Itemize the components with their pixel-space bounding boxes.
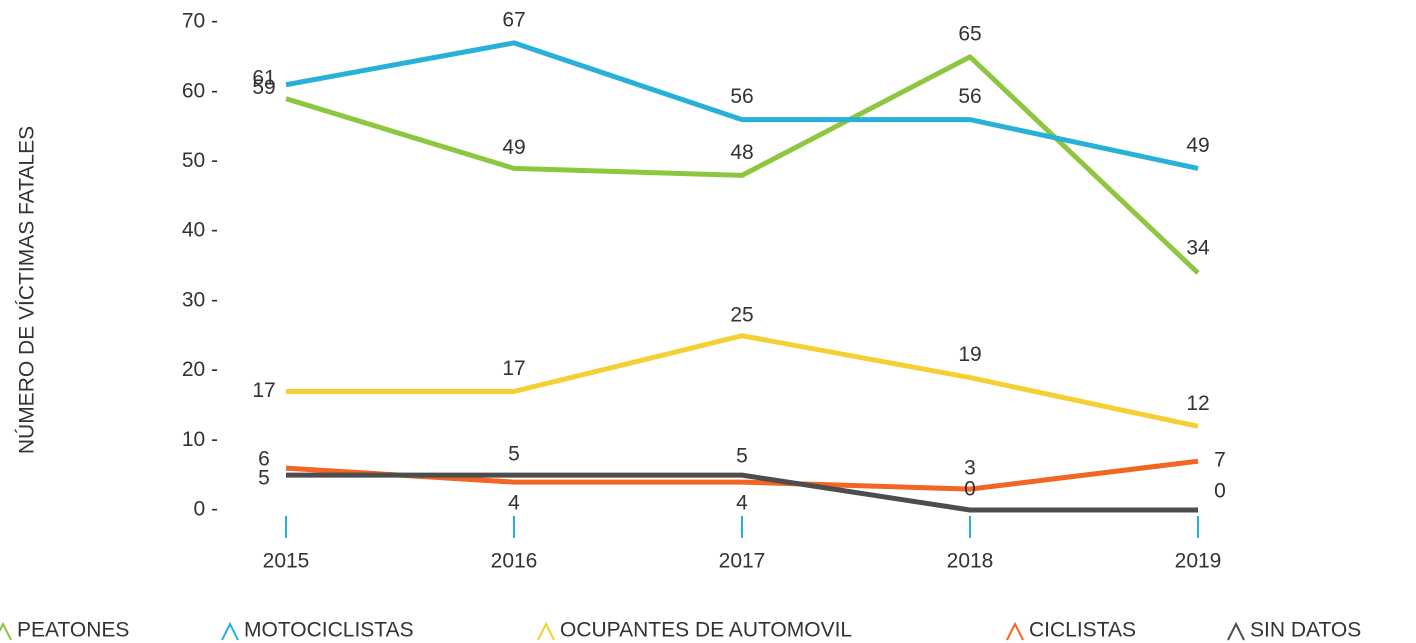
legend-label: CICLISTAS xyxy=(1029,619,1136,642)
data-label: 3 xyxy=(964,457,976,480)
legend-marker xyxy=(0,621,12,641)
data-label: 56 xyxy=(958,85,981,108)
legend-label: PEATONES xyxy=(17,619,129,642)
data-label: 7 xyxy=(1214,449,1226,472)
legend-marker xyxy=(1006,621,1024,641)
y-tick-label: 10 - xyxy=(182,428,218,451)
data-label: 56 xyxy=(730,85,753,108)
data-label: 59 xyxy=(252,76,275,99)
line-series xyxy=(286,472,1198,513)
y-tick-label: 40 - xyxy=(182,219,218,242)
y-tick-label: 60 - xyxy=(182,79,218,102)
legend-marker xyxy=(537,621,555,641)
y-tick-label: 0 - xyxy=(193,498,218,521)
data-label: 17 xyxy=(252,379,275,402)
data-label: 4 xyxy=(736,492,748,515)
x-tick-label: 2015 xyxy=(263,550,310,573)
data-label: 5 xyxy=(258,467,270,490)
y-tick-label: 50 - xyxy=(182,149,218,172)
y-axis-title: NÚMERO DE VÍCTIMAS FATALES xyxy=(16,126,39,454)
data-label: 48 xyxy=(730,141,753,164)
data-label: 19 xyxy=(958,343,981,366)
legend-label: SIN DATOS xyxy=(1250,619,1361,642)
data-label: 12 xyxy=(1186,392,1209,415)
x-tick-label: 2019 xyxy=(1175,550,1222,573)
data-label: 49 xyxy=(502,136,525,159)
data-label: 61 xyxy=(252,66,275,89)
data-label: 0 xyxy=(1214,480,1226,503)
data-label: 65 xyxy=(958,22,981,45)
line-series xyxy=(285,40,1199,171)
data-label: 5 xyxy=(736,445,748,468)
y-tick-label: 20 - xyxy=(182,358,218,381)
data-label: 25 xyxy=(730,303,753,326)
legend-marker xyxy=(1227,621,1245,641)
data-label: 17 xyxy=(502,357,525,380)
y-tick-label: 30 - xyxy=(182,288,218,311)
data-label: 34 xyxy=(1186,237,1210,260)
x-tick-label: 2016 xyxy=(491,550,538,573)
data-label: 5 xyxy=(508,443,520,466)
y-tick-label: 70 - xyxy=(182,10,218,33)
data-label: 4 xyxy=(508,492,520,515)
x-tick-label: 2017 xyxy=(719,550,766,573)
line-series xyxy=(285,54,1200,275)
line-series xyxy=(286,333,1199,429)
data-label: 49 xyxy=(1186,134,1209,157)
x-tick-label: 2018 xyxy=(947,550,994,573)
legend-label: OCUPANTES DE AUTOMOVIL xyxy=(560,619,852,642)
data-label: 67 xyxy=(502,8,525,31)
data-label: 6 xyxy=(258,448,270,471)
legend-marker xyxy=(221,621,239,641)
legend-label: MOTOCICLISTAS xyxy=(244,619,414,642)
data-label: 0 xyxy=(964,478,976,501)
